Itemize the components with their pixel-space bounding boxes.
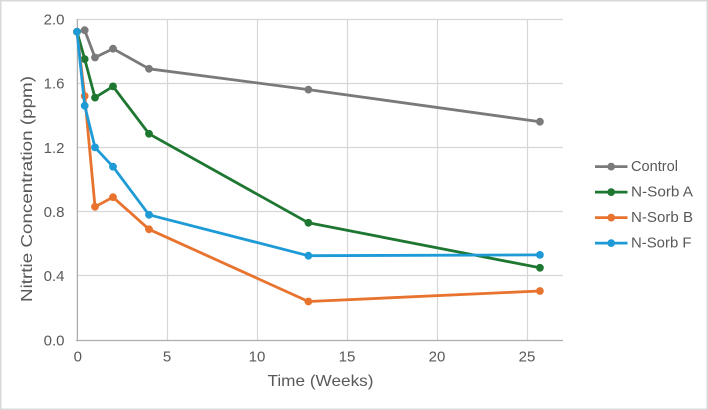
svg-text:N-Sorb F: N-Sorb F — [631, 235, 692, 252]
svg-text:0.4: 0.4 — [44, 268, 65, 285]
svg-text:1.2: 1.2 — [44, 140, 65, 157]
svg-text:Nitrtie Concentration (ppm): Nitrtie Concentration (ppm) — [19, 76, 36, 302]
svg-text:10: 10 — [249, 349, 266, 366]
svg-text:25: 25 — [519, 349, 536, 366]
svg-text:5: 5 — [163, 349, 171, 366]
svg-text:0.8: 0.8 — [44, 204, 65, 221]
svg-text:15: 15 — [339, 349, 356, 366]
svg-text:N-Sorb B: N-Sorb B — [631, 209, 693, 226]
svg-text:Control: Control — [631, 158, 678, 175]
svg-text:2.0: 2.0 — [44, 11, 65, 28]
svg-text:N-Sorb A: N-Sorb A — [631, 184, 693, 201]
svg-text:20: 20 — [429, 349, 446, 366]
svg-text:0: 0 — [74, 349, 82, 366]
svg-text:Time (Weeks): Time (Weeks) — [268, 373, 374, 390]
svg-text:0.0: 0.0 — [44, 332, 65, 349]
svg-text:1.6: 1.6 — [44, 76, 65, 93]
